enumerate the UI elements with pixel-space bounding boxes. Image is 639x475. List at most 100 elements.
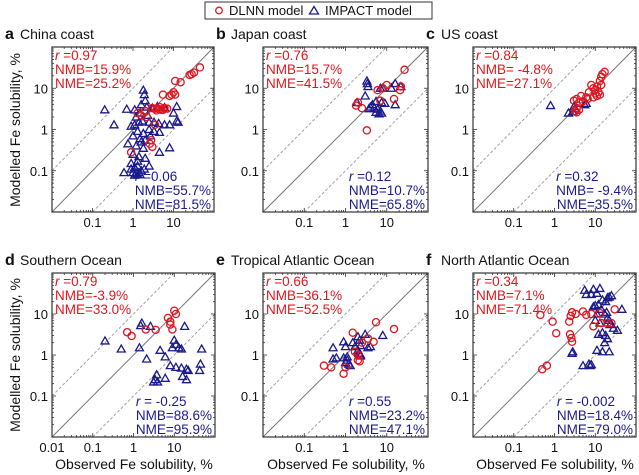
impact-point [597, 346, 608, 356]
impact-point [159, 119, 170, 129]
tenfold-lower-line [303, 313, 428, 437]
y-tick-label: 0.1 [241, 389, 259, 404]
dlnn-r: r =0.97 [55, 48, 97, 63]
impact-nme: NME=35.5% [557, 197, 633, 212]
x-tick-label: 10 [380, 215, 394, 230]
dlnn-point [378, 84, 388, 93]
x-tick-label: 10 [167, 440, 181, 455]
tenfold-upper-line [263, 273, 388, 397]
impact-point [154, 127, 165, 137]
dlnn-point [158, 90, 168, 99]
impact-point [608, 322, 619, 332]
dlnn-point [171, 309, 181, 319]
dlnn-point [610, 305, 619, 314]
dlnn-point [570, 106, 580, 116]
x-tick-label: 10 [588, 440, 602, 455]
dlnn-point [395, 85, 405, 95]
dlnn-nmb: NMB=15.9% [55, 62, 131, 77]
impact-point [370, 96, 382, 106]
impact-point [170, 362, 182, 371]
impact-point [164, 142, 175, 152]
impact-point [154, 146, 165, 156]
impact-point [145, 321, 156, 330]
dlnn-point [551, 328, 561, 338]
dlnn-point [158, 105, 168, 115]
dlnn-point [389, 94, 399, 104]
y-tick-label: 0.1 [241, 164, 259, 179]
dlnn-nme: NME=41.5% [266, 76, 342, 91]
x-tick-label: 0.1 [84, 440, 102, 455]
dlnn-point [150, 120, 160, 130]
y-tick-label: 10 [455, 307, 469, 322]
panel-f: f North Atlantic Ocean 0.1 1 10 0.1 1 10 r =0.34… [426, 252, 637, 455]
impact-point [176, 343, 187, 353]
y-axis-title-bottom: Modelled Fe solubility, % [7, 278, 23, 432]
dlnn-point [170, 90, 180, 99]
impact-point [604, 291, 615, 301]
tenfold-lower-line [92, 313, 215, 437]
impact-r: r =0.12 [349, 169, 391, 184]
x-tick-label: 10 [166, 215, 180, 230]
dlnn-point [373, 85, 382, 95]
impact-point [99, 335, 111, 345]
impact-point [591, 287, 603, 297]
impact-point [126, 120, 137, 130]
dlnn-nmb: NMB=7.1% [476, 288, 545, 303]
y-tick-label: 10 [455, 81, 469, 96]
axis-ticks [473, 47, 636, 212]
dlnn-point [596, 318, 606, 328]
axis-ticks [473, 273, 636, 437]
impact-point [362, 342, 374, 352]
dlnn-point [572, 108, 581, 117]
impact-point [99, 104, 110, 114]
x-tick-label: 0.1 [505, 440, 523, 455]
impact-point [177, 371, 188, 381]
impact-point [133, 116, 145, 126]
legend-dlnn-marker [215, 6, 223, 15]
impact-point [172, 116, 184, 126]
impact-point [593, 328, 604, 338]
dlnn-point [166, 317, 175, 326]
impact-point [349, 341, 361, 351]
impact-point [132, 160, 143, 170]
dlnn-point [376, 96, 385, 105]
tenfold-upper-line [473, 47, 596, 172]
reference-lines [52, 273, 215, 437]
impact-point [599, 308, 610, 318]
impact-point [140, 95, 151, 105]
y-tick-label: 1 [252, 123, 259, 138]
dlnn-point [167, 90, 176, 99]
impact-point [586, 289, 597, 299]
impact-point [597, 327, 608, 337]
impact-point [160, 351, 171, 361]
impact-r: r = -0.25 [136, 394, 187, 409]
impact-nmb: NMB=55.7% [135, 183, 211, 198]
dlnn-point [578, 97, 588, 106]
y-tick-label: 1 [462, 123, 469, 138]
y-tick-label: 0.1 [451, 389, 469, 404]
y-tick-label: 0.1 [451, 164, 469, 179]
dlnn-point [596, 72, 606, 82]
dlnn-point [348, 328, 358, 337]
impact-nme: NME=47.1% [349, 422, 425, 437]
dlnn-point [339, 369, 348, 378]
dlnn-point [569, 96, 579, 105]
dlnn-nme: NME=33.0% [55, 302, 131, 317]
y-tick-label: 1 [252, 348, 259, 363]
impact-point [143, 124, 155, 134]
axis-ticks [263, 273, 428, 437]
impact-point [390, 78, 401, 88]
dlnn-nmb: NMB=-3.9% [55, 288, 128, 303]
dlnn-point [591, 89, 600, 98]
impact-nme: NME=65.8% [349, 197, 425, 212]
impact-point [181, 363, 192, 373]
impact-point [604, 346, 615, 356]
dlnn-point [567, 333, 576, 343]
dlnn-point [148, 142, 157, 152]
impact-point [195, 358, 206, 368]
dlnn-point [137, 111, 146, 120]
impact-point [606, 290, 617, 300]
